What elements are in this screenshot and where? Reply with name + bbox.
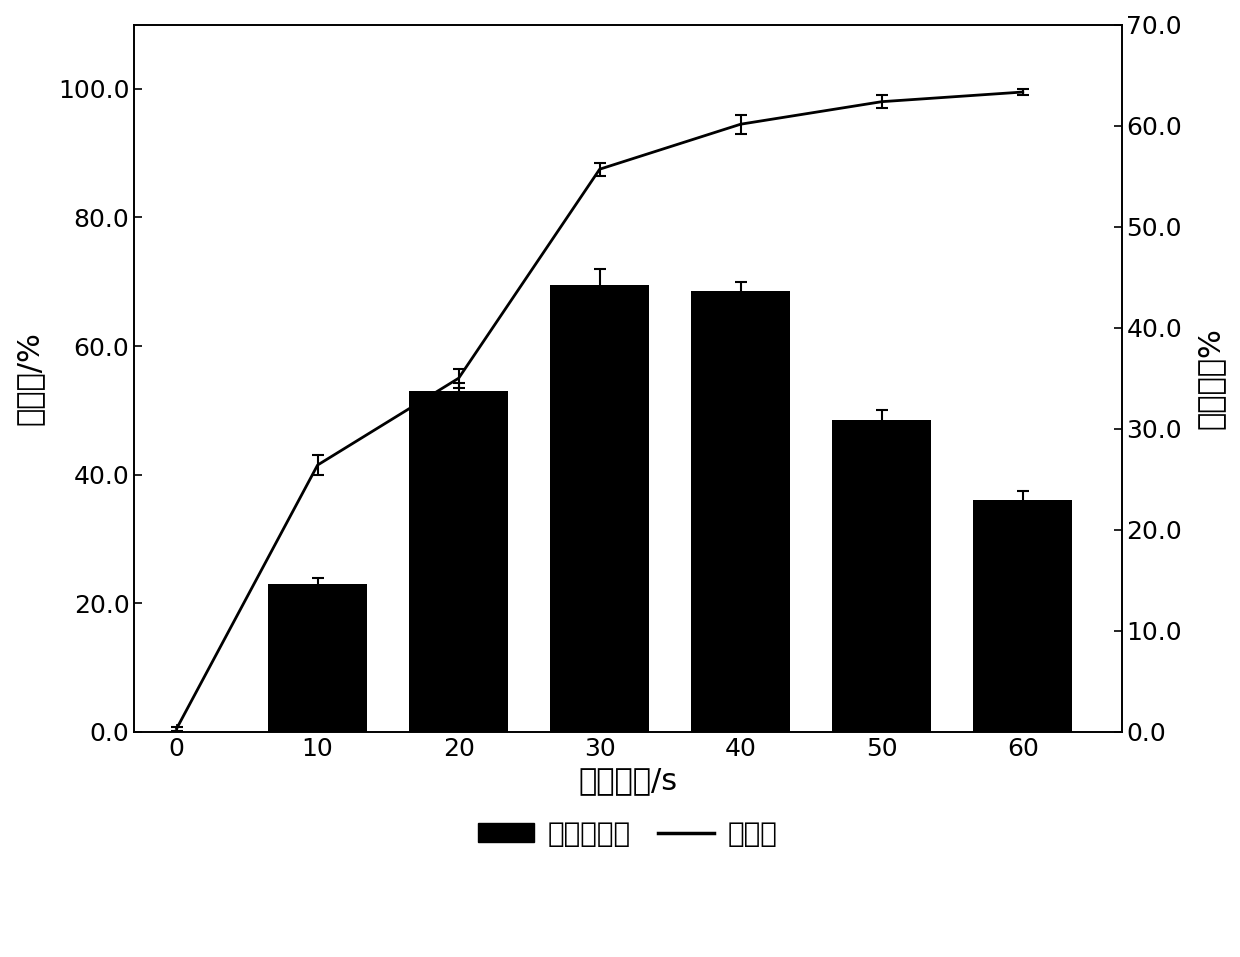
Bar xyxy=(692,291,790,732)
Bar xyxy=(551,285,649,732)
Legend: 正突变率，, 致死率: 正突变率，, 致死率 xyxy=(467,810,789,859)
Bar xyxy=(409,391,508,732)
X-axis label: 诱变时间/s: 诱变时间/s xyxy=(578,767,677,795)
Bar xyxy=(832,420,931,732)
Y-axis label: 致死率/%: 致死率/% xyxy=(15,331,43,425)
Y-axis label: 正突变率%: 正突变率% xyxy=(1197,327,1225,429)
Bar xyxy=(973,501,1073,732)
Bar xyxy=(268,584,367,732)
